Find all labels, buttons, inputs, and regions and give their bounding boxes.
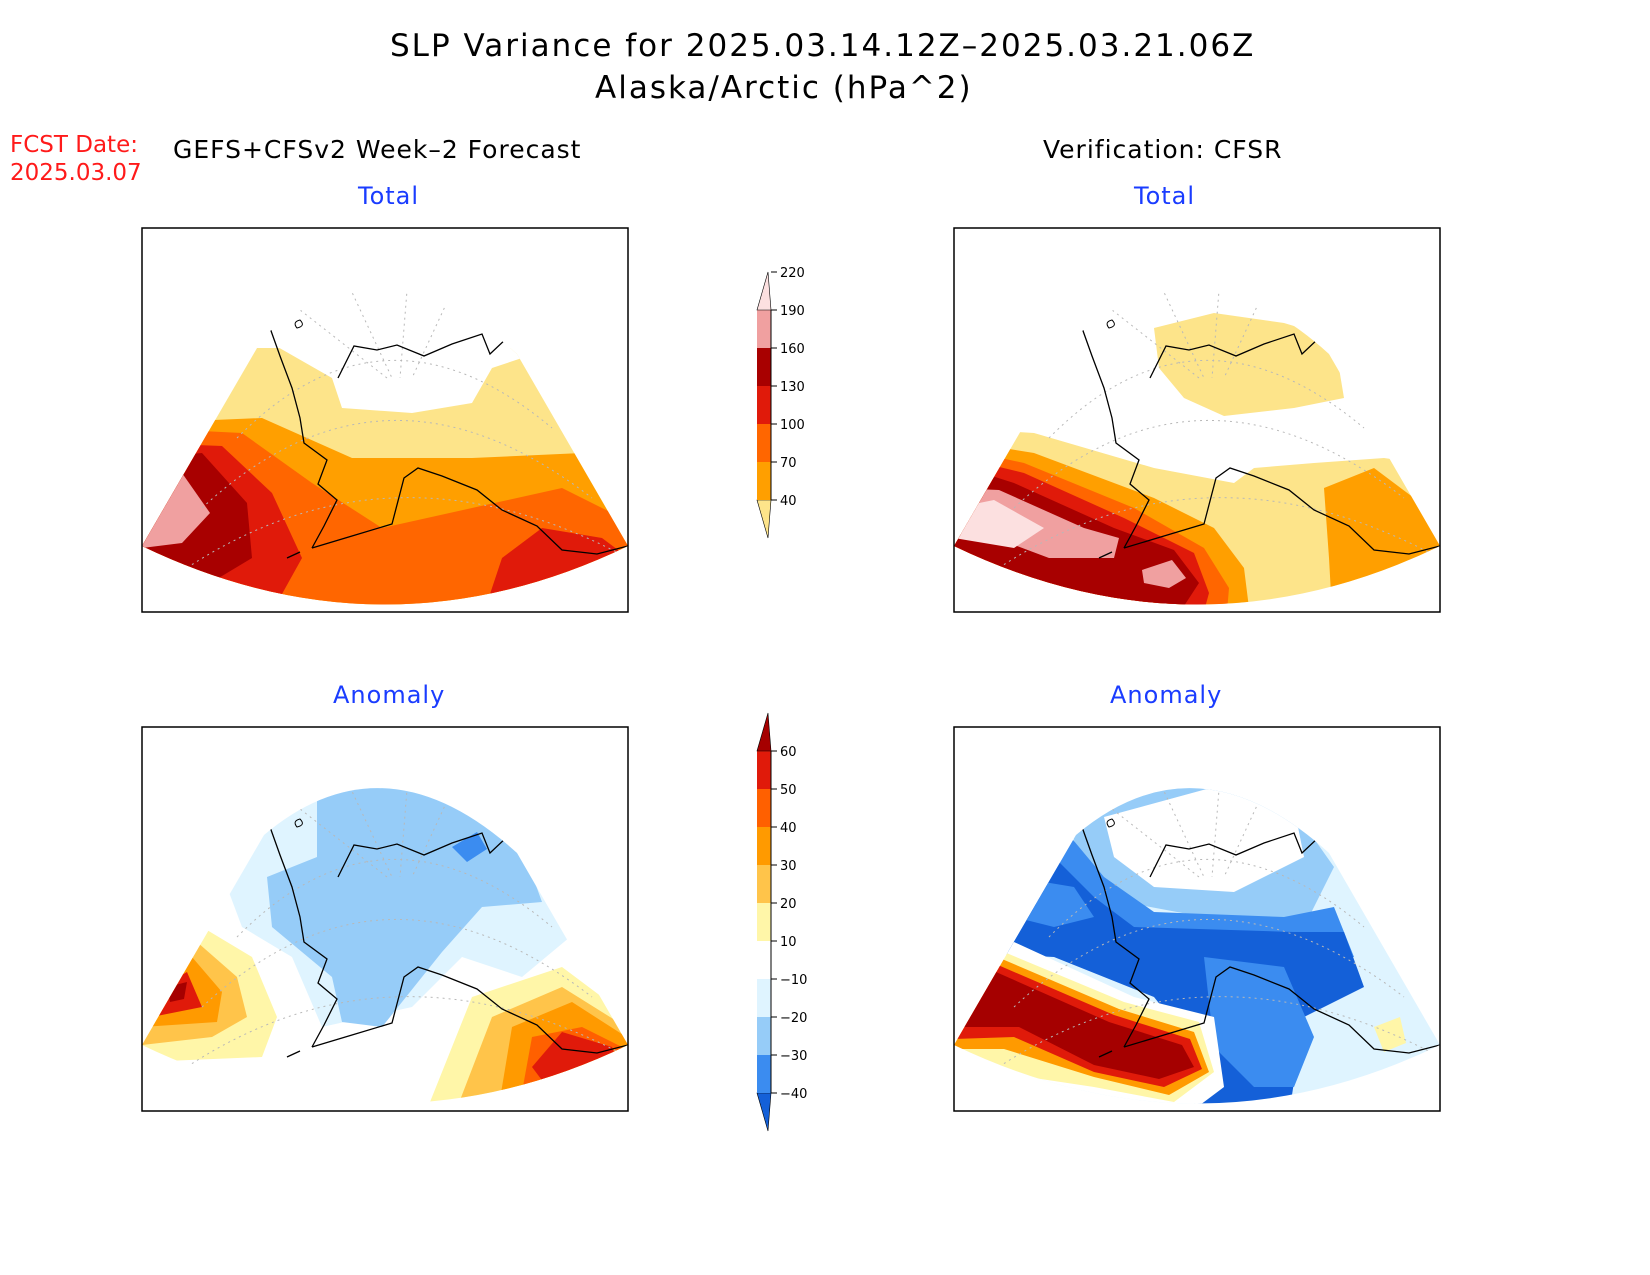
colorbar-swatch [757,1055,771,1093]
colorbar-tick-label: 70 [780,456,797,471]
map-forecast-total [141,227,629,613]
colorbar-swatch [757,903,771,941]
panel-title-forecast-anomaly: Anomaly [333,681,446,709]
panel-title-verification-total: Total [1134,182,1196,210]
colorbar-swatch [756,271,772,311]
panel-title-forecast-total: Total [358,182,420,210]
chart-title: SLP Variance for 2025.03.14.12Z–2025.03.… [390,28,1256,64]
verification-heading: Verification: CFSR [1043,135,1283,164]
colorbar-tick-label: 30 [780,859,797,874]
colorbar-swatch [757,865,771,903]
chart-subtitle: Alaska/Arctic (hPa^2) [595,70,973,106]
colorbar-total: 40 70 100 130 160 190 220 [756,266,805,539]
colorbar-tick-label: 50 [780,783,797,798]
colorbar-swatch [757,1017,771,1055]
colorbar-swatch [757,789,771,827]
colorbar-tick-label: 220 [780,266,805,281]
colorbar-tick-label: 60 [780,745,797,760]
colorbar-tick-label: −20 [780,1011,807,1026]
colorbar-tick-label: 40 [780,821,797,836]
colorbar-swatch [756,1092,772,1132]
colorbar-tick-label: 10 [780,935,797,950]
colorbar-swatch [757,310,771,348]
colorbar-swatch [757,386,771,424]
colorbar-anomaly: −40 −30 −20 −10 10 20 30 40 50 60 [756,712,807,1132]
colorbar-swatch [757,462,771,500]
fcst-date-value: 2025.03.07 [10,160,142,186]
map-forecast-anomaly [141,726,629,1112]
colorbar-swatch [757,751,771,789]
colorbar-swatch [757,941,771,979]
map-verification-total [953,227,1441,613]
colorbar-swatch [756,712,772,752]
colorbar-tick-label: 20 [780,897,797,912]
colorbar-swatch [757,827,771,865]
colorbar-tick-label: 100 [780,418,805,433]
colorbar-tick-label: 190 [780,304,805,319]
forecast-heading: GEFS+CFSv2 Week–2 Forecast [173,135,582,164]
colorbar-tick-label: 160 [780,342,805,357]
colorbar-tick-label: −30 [780,1049,807,1064]
colorbar-tick-label: 40 [780,494,797,509]
colorbar-swatch [757,979,771,1017]
colorbar-tick-label: 130 [780,380,805,395]
colorbar-tick-label: −40 [780,1087,807,1102]
colorbar-swatch [757,424,771,462]
colorbar-tick-label: −10 [780,973,807,988]
map-verification-anomaly [953,726,1441,1112]
colorbar-swatch [756,499,772,539]
fcst-date-label: FCST Date: [10,132,138,158]
colorbar-swatch [757,348,771,386]
panel-title-verification-anomaly: Anomaly [1110,681,1223,709]
